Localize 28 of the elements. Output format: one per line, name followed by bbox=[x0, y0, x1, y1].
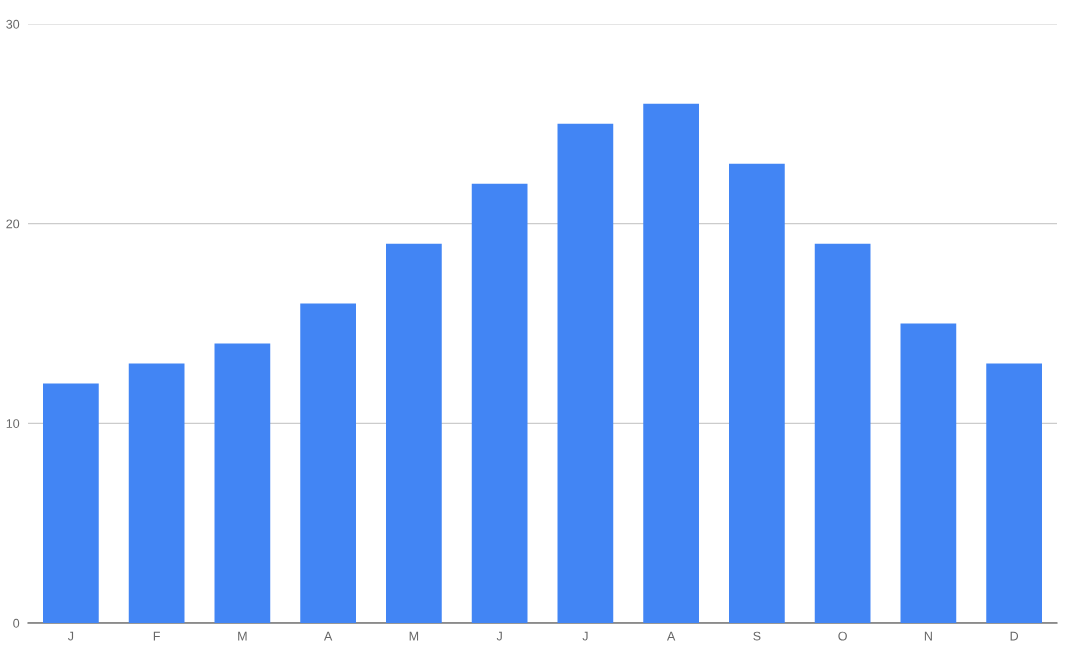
bar bbox=[557, 123, 614, 623]
bar bbox=[814, 243, 871, 623]
x-tick-label: N bbox=[924, 631, 932, 641]
x-tick-label: M bbox=[238, 631, 247, 641]
x-tick-label: J bbox=[582, 631, 588, 641]
x-tick-label: A bbox=[323, 631, 333, 641]
x-tick-label: F bbox=[153, 631, 160, 641]
bar bbox=[471, 183, 528, 623]
bar bbox=[729, 163, 785, 623]
bar bbox=[643, 103, 699, 623]
y-tick-label: 30 bbox=[6, 19, 20, 29]
x-tick-label: J bbox=[496, 631, 502, 641]
bar bbox=[128, 363, 185, 623]
x-tick-label: A bbox=[666, 631, 676, 641]
x-tick-label: D bbox=[1010, 631, 1019, 641]
bar bbox=[300, 303, 356, 623]
x-tick-label: O bbox=[838, 631, 847, 641]
x-tick-label: J bbox=[67, 631, 74, 641]
y-tick-label: 10 bbox=[6, 419, 20, 428]
bar bbox=[986, 363, 1042, 623]
bar bbox=[214, 343, 271, 623]
bar bbox=[43, 383, 99, 623]
y-tick-label: 20 bbox=[6, 219, 20, 229]
y-tick-label: 0 bbox=[13, 618, 20, 628]
bar bbox=[900, 323, 957, 623]
x-tick-label: M bbox=[409, 631, 419, 641]
x-tick-label: S bbox=[753, 631, 761, 641]
bar bbox=[386, 243, 442, 623]
